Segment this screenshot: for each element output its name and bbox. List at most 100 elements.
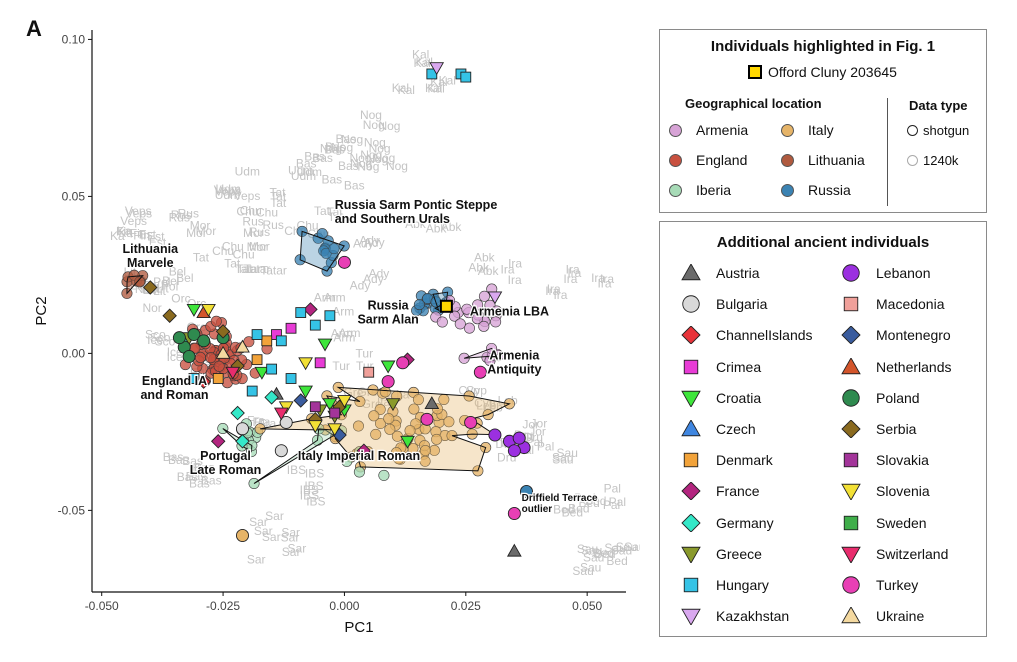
cluster-point: [383, 413, 395, 425]
group-annotation: England IA and Roman: [140, 374, 208, 402]
diamond-marker: [841, 326, 861, 345]
reference-label: Veps: [215, 185, 242, 199]
ancient-point-croatia: [322, 398, 338, 412]
triangle-down-marker: [681, 608, 701, 626]
reference-label: Pal: [609, 495, 626, 509]
annotation-layer: Russia Sarm Pontic Steppe and Southern Ur…: [121, 197, 599, 516]
reference-label: Sau: [552, 452, 573, 466]
reference-label: Mor: [247, 240, 268, 254]
reference-label: Nog: [386, 159, 408, 173]
ancient-point-montenegro: [293, 393, 308, 408]
square-icon: [683, 359, 699, 374]
ancient-point-serbia: [143, 280, 158, 295]
reference-label: Sco: [145, 327, 166, 341]
reference-label: Ira: [545, 284, 559, 298]
group-annotation: Russia Sarm Pontic Steppe and Southern Ur…: [335, 198, 498, 226]
geo-item-armenia: Armenia: [664, 122, 748, 138]
ancient-point-slovenia: [307, 420, 323, 434]
reference-label: Udm: [215, 188, 240, 202]
reference-label: IBS: [287, 463, 306, 477]
ancient-point-croatia: [186, 304, 202, 317]
group-annotation: Lithuania Marvele: [122, 242, 179, 270]
reference-label: Est: [149, 235, 167, 249]
reference-label: Kal: [412, 47, 429, 61]
square-icon: [683, 577, 699, 593]
diamond-marker: [681, 513, 701, 532]
cluster-point: [328, 243, 340, 255]
ancient-point-greece: [385, 398, 401, 412]
reference-label: Tat: [328, 210, 345, 224]
reference-label: Bas: [194, 460, 215, 474]
cluster-point: [368, 410, 380, 422]
cluster-point: [449, 310, 461, 322]
geo-label: Iberia: [696, 182, 732, 198]
cluster-point: [352, 420, 364, 432]
reference-label: Ady: [364, 235, 385, 249]
reference-label: Ira: [591, 271, 605, 285]
reference-label: Ira: [553, 288, 567, 302]
reference-label: Ady: [350, 279, 371, 293]
ancient-point-bulgaria: [235, 422, 249, 436]
reference-label: Bas: [296, 156, 317, 170]
ancient-point-croatia: [254, 366, 270, 380]
geo-title: Geographical location: [685, 96, 822, 111]
reference-label: Bas: [325, 140, 346, 154]
reference-label: Nog: [331, 141, 353, 155]
reference-label: Bed: [562, 505, 583, 519]
reference-label: Sau: [572, 564, 593, 578]
geo-circle-icon: [668, 153, 682, 167]
reference-label: Nor: [142, 301, 161, 315]
square-marker: [843, 296, 859, 312]
reference-label: Bed: [578, 496, 599, 510]
datatype-1240k-label: 1240k: [923, 153, 959, 168]
ancient-point-hungary: [188, 373, 200, 384]
cluster-point: [408, 403, 420, 415]
reference-label: Bas: [324, 143, 345, 157]
legend-ancient: Additional ancient individuals Austria Bu…: [659, 221, 987, 637]
reference-label: Sar: [281, 525, 300, 539]
ancient-point-slovenia: [278, 401, 294, 415]
reference-label: Sco: [155, 334, 176, 348]
reference-label: Tat: [270, 196, 287, 210]
reference-label: Nog: [357, 159, 379, 173]
reference-label: Kal: [425, 81, 442, 95]
reference-label: Bel: [169, 264, 186, 278]
reference-label: Sau: [583, 551, 604, 565]
y-tick-label: -0.05: [58, 503, 86, 517]
reference-label: Lit: [156, 282, 169, 296]
ancient-point-denmark: [261, 335, 273, 347]
ancient-label: Serbia: [876, 421, 917, 437]
reference-label: Udm: [291, 169, 316, 183]
ancient-label: France: [716, 483, 760, 500]
group-hull: [260, 386, 511, 472]
triangle-down-icon: [841, 546, 861, 563]
reference-label: Mor: [190, 218, 211, 232]
reference-label: Veps: [120, 214, 147, 228]
y-tick-label: 0.10: [62, 32, 86, 46]
reference-label: Mor: [196, 224, 217, 238]
reference-label: Sau: [604, 541, 625, 555]
geo-circle-icon: [668, 183, 682, 197]
diamond-icon: [841, 420, 861, 438]
triangle-down-marker: [841, 546, 861, 563]
reference-label: Bas: [177, 470, 198, 484]
cluster-point: [412, 394, 424, 406]
legend-highlighted: Individuals highlighted in Fig. 1 Offord…: [659, 29, 987, 213]
ancient-point-ukraine: [215, 345, 231, 359]
reference-label: Bed: [574, 491, 595, 505]
reference-label: Abk: [468, 260, 490, 274]
reference-label: Rus: [169, 211, 190, 225]
y-tick-label: 0.00: [62, 346, 86, 360]
ancient-label: Netherlands: [876, 358, 952, 375]
cluster-point: [341, 455, 353, 467]
reference-label: Abk: [478, 264, 500, 278]
circle-marker: [842, 264, 860, 282]
cluster-point: [419, 455, 431, 467]
square-icon: [683, 452, 699, 468]
reference-label: Kal: [416, 55, 433, 69]
reference-label: Sau: [581, 543, 602, 557]
reference-label: Sar: [247, 552, 266, 566]
ancient-point-hungary: [275, 335, 287, 347]
ancient-point-slovakia: [329, 407, 341, 419]
reference-label: Est: [139, 227, 157, 241]
